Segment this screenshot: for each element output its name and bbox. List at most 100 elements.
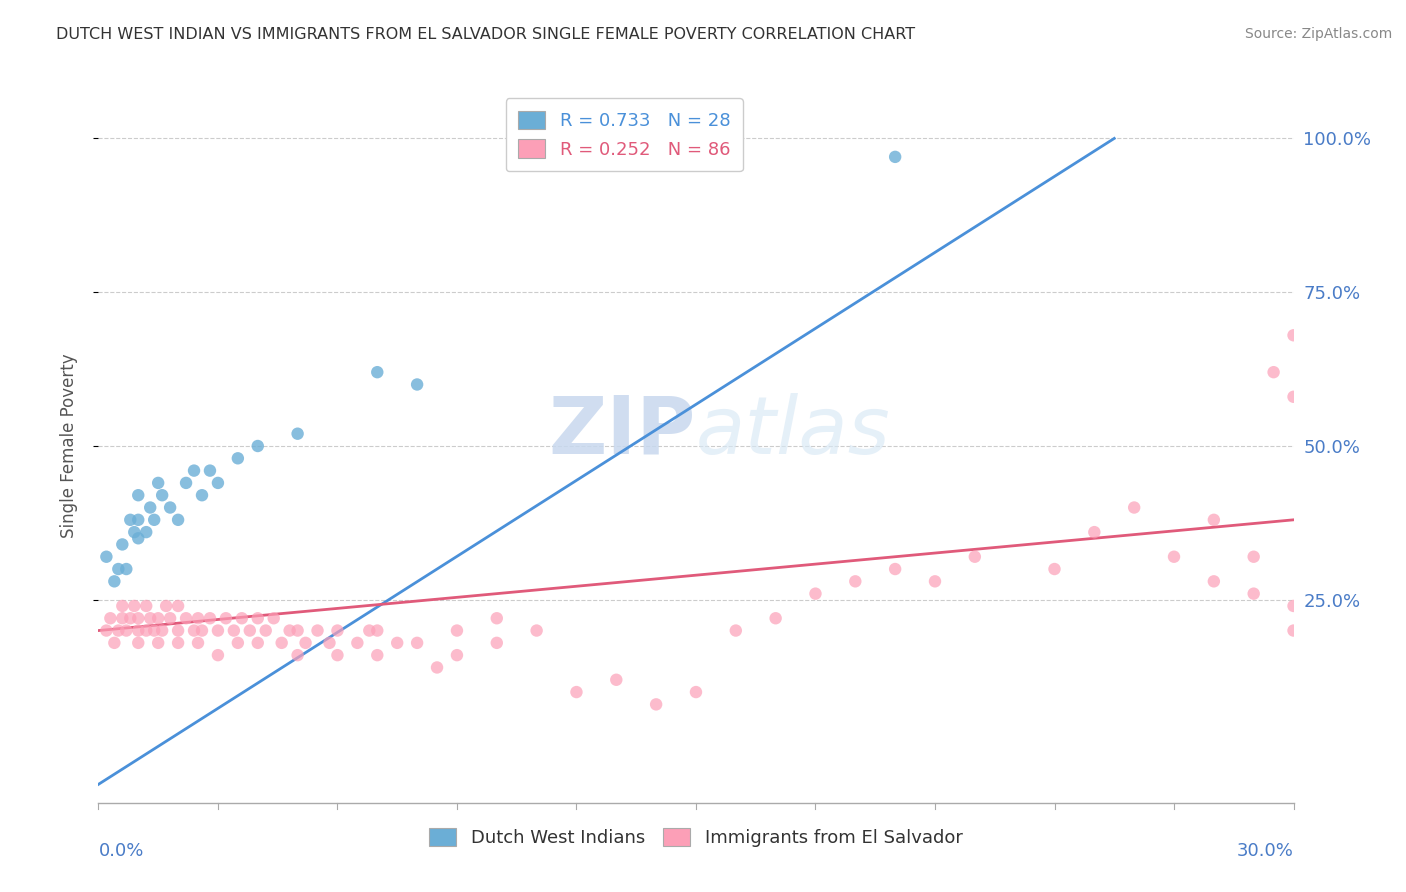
Legend: Dutch West Indians, Immigrants from El Salvador: Dutch West Indians, Immigrants from El S… xyxy=(419,817,973,858)
Point xyxy=(1282,624,1305,638)
Point xyxy=(254,624,277,638)
Point xyxy=(263,611,285,625)
Point xyxy=(120,611,142,625)
Point xyxy=(366,648,388,662)
Point xyxy=(148,475,170,490)
Point xyxy=(127,531,149,545)
Point xyxy=(107,624,129,638)
Point xyxy=(366,624,388,638)
Point xyxy=(127,624,149,638)
Point xyxy=(307,624,329,638)
Point xyxy=(231,611,253,625)
Point xyxy=(124,525,146,540)
Point xyxy=(246,439,269,453)
Point xyxy=(191,488,214,502)
Point xyxy=(1202,513,1225,527)
Point xyxy=(96,624,118,638)
Point xyxy=(884,150,907,164)
Point xyxy=(187,611,209,625)
Point xyxy=(963,549,986,564)
Point xyxy=(124,599,146,613)
Point xyxy=(207,475,229,490)
Point xyxy=(1163,549,1185,564)
Point xyxy=(765,611,787,625)
Point xyxy=(804,587,827,601)
Point xyxy=(239,624,262,638)
Text: Source: ZipAtlas.com: Source: ZipAtlas.com xyxy=(1244,27,1392,41)
Point xyxy=(148,636,170,650)
Point xyxy=(884,562,907,576)
Point xyxy=(115,562,138,576)
Point xyxy=(150,488,173,502)
Point xyxy=(167,624,190,638)
Point xyxy=(1282,390,1305,404)
Point xyxy=(645,698,668,712)
Point xyxy=(526,624,548,638)
Point xyxy=(96,549,118,564)
Point xyxy=(366,365,388,379)
Point xyxy=(318,636,340,650)
Point xyxy=(115,624,138,638)
Point xyxy=(1282,328,1305,343)
Point xyxy=(198,464,221,478)
Point xyxy=(287,648,309,662)
Point xyxy=(107,562,129,576)
Point xyxy=(1243,587,1265,601)
Point xyxy=(724,624,747,638)
Point xyxy=(246,611,269,625)
Point xyxy=(127,488,149,502)
Point xyxy=(1202,574,1225,589)
Point xyxy=(246,636,269,650)
Point xyxy=(270,636,292,650)
Point xyxy=(1043,562,1066,576)
Point xyxy=(143,513,166,527)
Point xyxy=(346,636,368,650)
Point xyxy=(326,648,349,662)
Point xyxy=(287,624,309,638)
Point xyxy=(294,636,316,650)
Point xyxy=(924,574,946,589)
Point xyxy=(183,624,205,638)
Point xyxy=(426,660,449,674)
Point xyxy=(103,636,125,650)
Point xyxy=(135,624,157,638)
Point xyxy=(485,636,508,650)
Point xyxy=(135,525,157,540)
Point xyxy=(287,426,309,441)
Point xyxy=(139,500,162,515)
Point xyxy=(155,599,177,613)
Text: 30.0%: 30.0% xyxy=(1237,842,1294,860)
Point xyxy=(150,624,173,638)
Point xyxy=(446,624,468,638)
Y-axis label: Single Female Poverty: Single Female Poverty xyxy=(59,354,77,538)
Point xyxy=(1083,525,1105,540)
Point xyxy=(127,611,149,625)
Point xyxy=(103,574,125,589)
Text: ZIP: ZIP xyxy=(548,392,696,471)
Point xyxy=(127,513,149,527)
Point xyxy=(844,574,866,589)
Point xyxy=(485,611,508,625)
Point xyxy=(359,624,381,638)
Point xyxy=(406,636,429,650)
Point xyxy=(111,537,134,551)
Point xyxy=(1123,500,1146,515)
Text: atlas: atlas xyxy=(696,392,891,471)
Point xyxy=(167,599,190,613)
Point xyxy=(1263,365,1285,379)
Point xyxy=(143,624,166,638)
Point xyxy=(183,464,205,478)
Point xyxy=(174,611,197,625)
Point xyxy=(135,599,157,613)
Point xyxy=(159,611,181,625)
Point xyxy=(167,513,190,527)
Point xyxy=(326,624,349,638)
Point xyxy=(222,624,245,638)
Point xyxy=(111,611,134,625)
Point xyxy=(207,648,229,662)
Point xyxy=(167,636,190,650)
Point xyxy=(605,673,627,687)
Point xyxy=(98,611,122,625)
Point xyxy=(187,636,209,650)
Point xyxy=(1282,599,1305,613)
